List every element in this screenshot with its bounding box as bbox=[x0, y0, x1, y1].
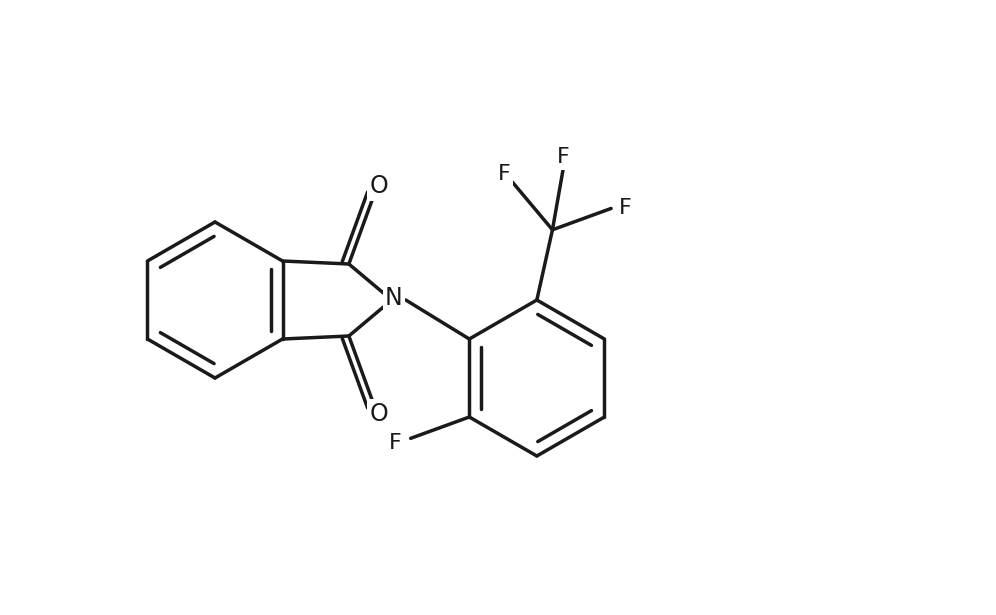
Text: F: F bbox=[557, 148, 570, 167]
Text: N: N bbox=[384, 286, 402, 310]
Text: F: F bbox=[498, 164, 511, 184]
Text: O: O bbox=[370, 175, 388, 199]
Text: F: F bbox=[389, 434, 402, 453]
Text: O: O bbox=[370, 402, 388, 426]
Text: F: F bbox=[619, 199, 631, 218]
